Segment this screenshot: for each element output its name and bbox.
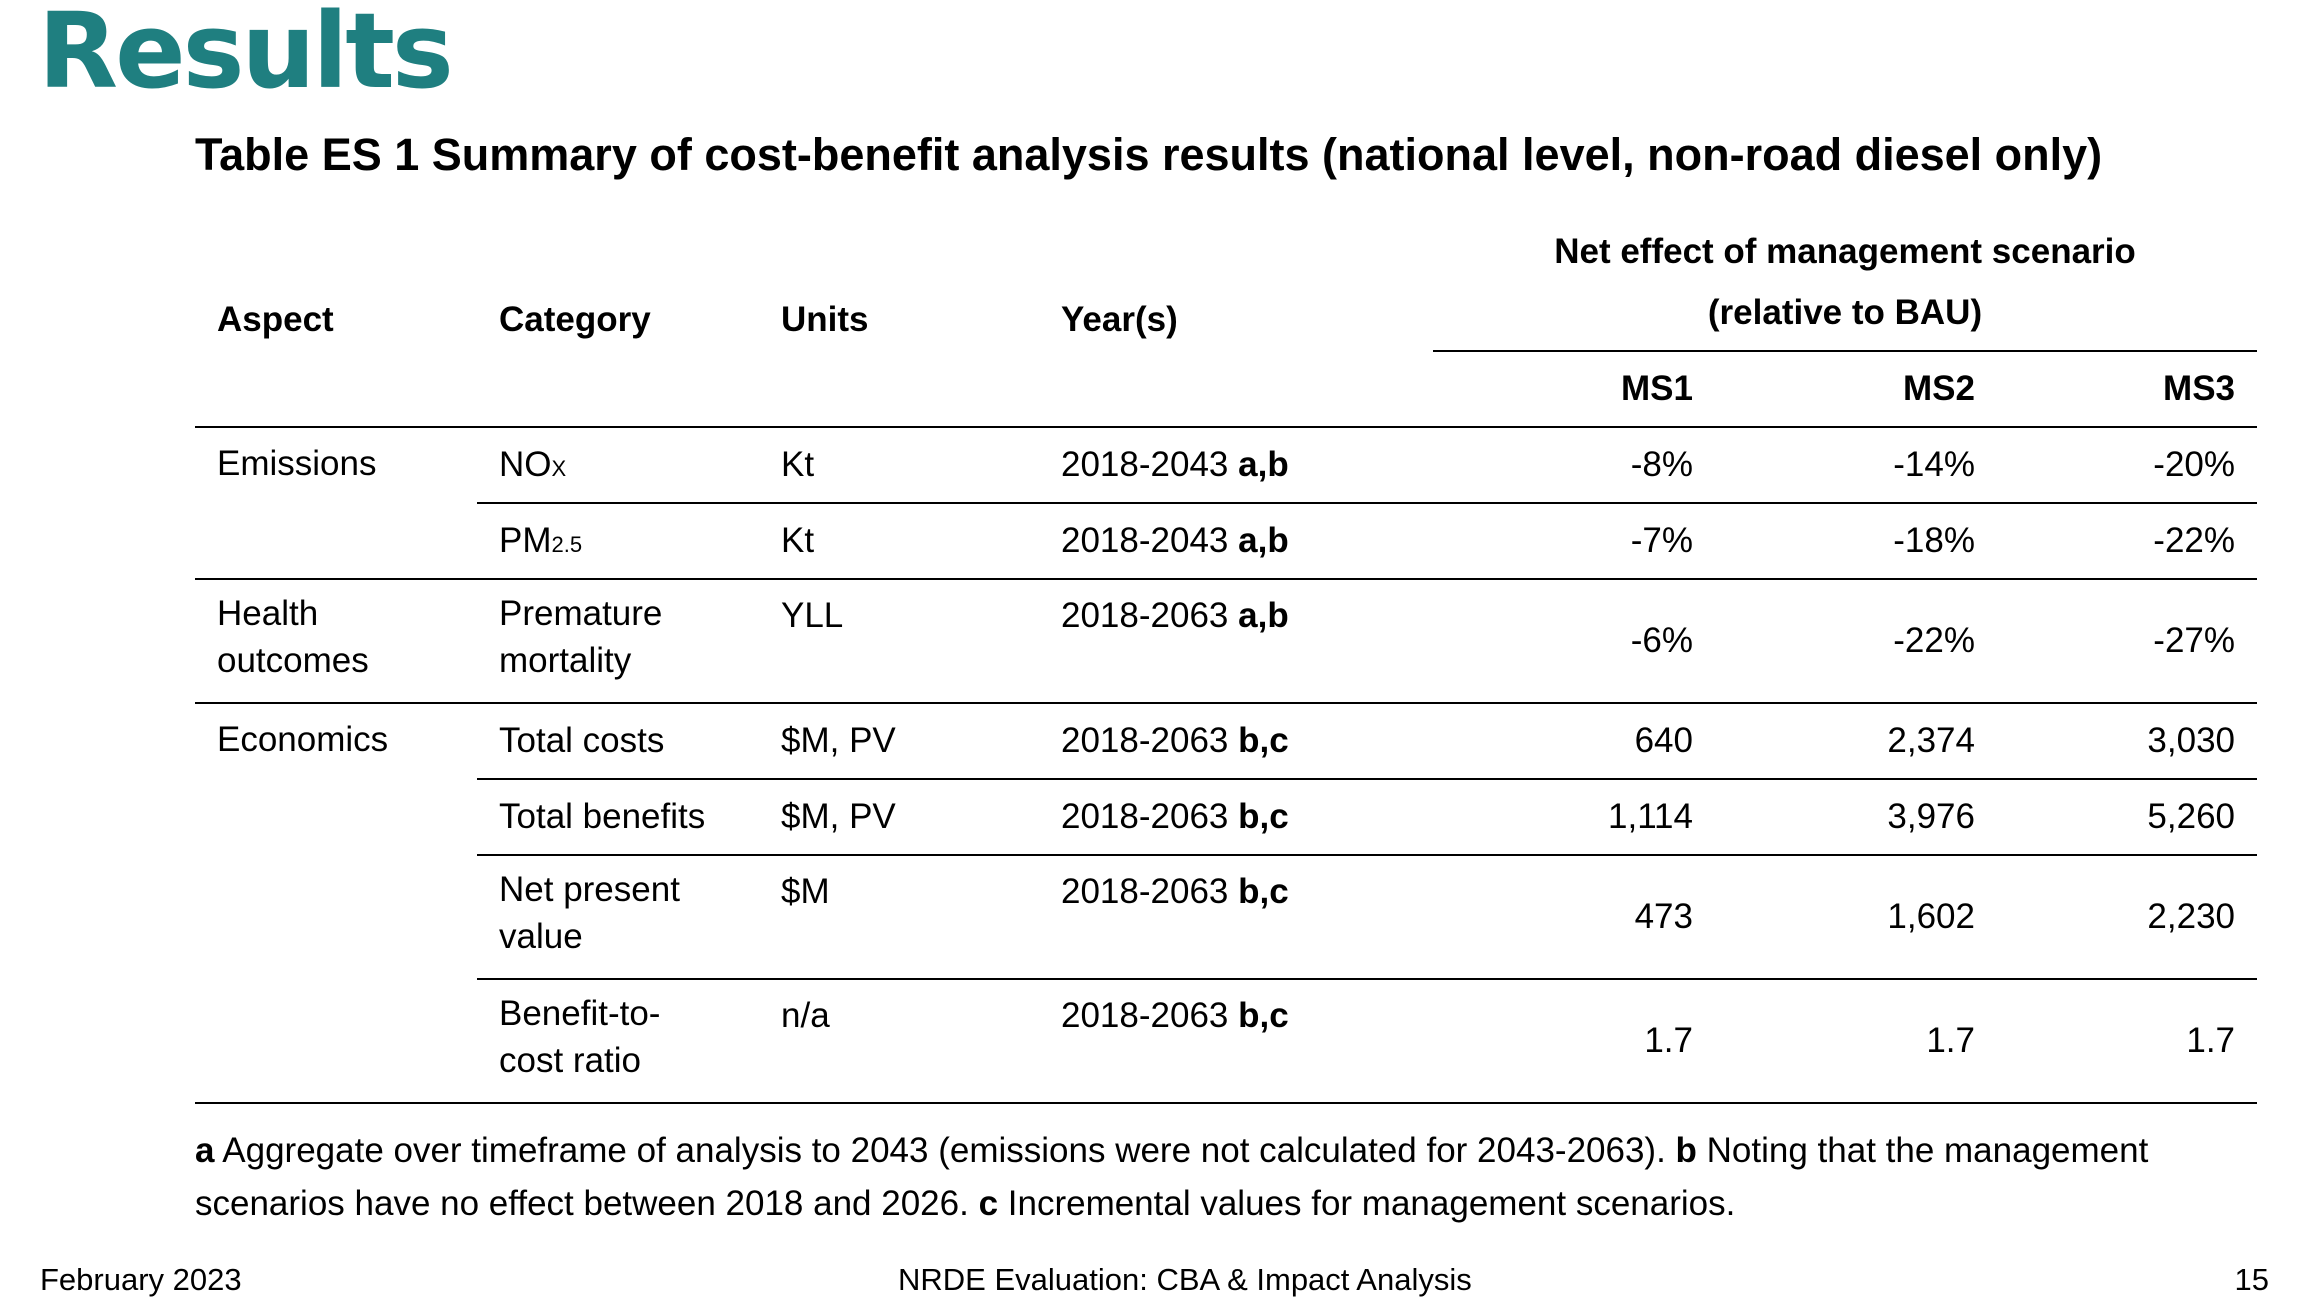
years-cell: 2018-2043 a,b bbox=[1039, 503, 1433, 580]
header-ms3: MS3 bbox=[1997, 351, 2258, 428]
ms1-value: 640 bbox=[1433, 703, 1715, 780]
ms1-value: -8% bbox=[1433, 427, 1715, 504]
ms1-value: 1.7 bbox=[1433, 979, 1715, 1104]
footnote-a-text: Aggregate over timeframe of analysis to … bbox=[214, 1131, 1676, 1170]
table-caption: Table ES 1 Summary of cost-benefit analy… bbox=[195, 129, 2103, 180]
aspect-emissions: Emissions bbox=[195, 427, 477, 580]
category-net-present-value: Net present value bbox=[477, 855, 759, 980]
footer-title: NRDE Evaluation: CBA & Impact Analysis bbox=[898, 1262, 1472, 1297]
table-row: Benefit-to-cost ratio n/a 2018-2063 b,c … bbox=[195, 979, 2258, 1104]
slide-title: Results bbox=[38, 0, 454, 112]
category-total-costs: Total costs bbox=[477, 703, 759, 780]
ms3-value: -22% bbox=[1997, 503, 2258, 580]
category-nox: NOX bbox=[477, 427, 759, 504]
header-years: Year(s) bbox=[1039, 214, 1433, 428]
units-cell: YLL bbox=[759, 579, 1039, 704]
header-row-1: Aspect Category Units Year(s) Net effect… bbox=[195, 214, 2258, 428]
header-ms2: MS2 bbox=[1715, 351, 1997, 428]
units-cell: $M, PV bbox=[759, 779, 1039, 856]
units-cell: $M bbox=[759, 855, 1039, 980]
header-row-2: MS1 MS2 MS3 bbox=[195, 351, 2258, 428]
ms2-value: -22% bbox=[1715, 579, 1997, 704]
footer-page-number: 15 bbox=[2234, 1262, 2269, 1297]
ms1-value: 473 bbox=[1433, 855, 1715, 980]
footnote-b-text: Noting that the management scenarios hav… bbox=[195, 1131, 2149, 1223]
footnote-c-text: Incremental values for management scenar… bbox=[998, 1184, 1736, 1223]
years-cell: 2018-2063 b,c bbox=[1039, 703, 1433, 780]
years-cell: 2018-2063 b,c bbox=[1039, 779, 1433, 856]
ms2-value: 1.7 bbox=[1715, 979, 1997, 1104]
ms1-value: -6% bbox=[1433, 579, 1715, 704]
table-row: Emissions NOX Kt 2018-2043 a,b -8% -14% … bbox=[195, 427, 2258, 580]
years-cell: 2018-2063 b,c bbox=[1039, 855, 1433, 980]
footer-date: February 2023 bbox=[40, 1262, 242, 1297]
ms1-value: 1,114 bbox=[1433, 779, 1715, 856]
header-net-effect-line1: Net effect of management scenario bbox=[1554, 232, 2136, 271]
ms3-value: 5,260 bbox=[1997, 779, 2258, 856]
units-cell: Kt bbox=[759, 503, 1039, 580]
header-aspect: Aspect bbox=[195, 214, 477, 428]
footnote-b-marker: b bbox=[1675, 1131, 1697, 1170]
header-category: Category bbox=[477, 214, 759, 428]
table-row: PM2.5 Kt 2018-2043 a,b -7% -18% -22% bbox=[195, 503, 2258, 580]
ms3-value: -27% bbox=[1997, 579, 2258, 704]
header-net-effect: Net effect of management scenario (relat… bbox=[1433, 214, 2258, 352]
ms3-value: -20% bbox=[1997, 427, 2258, 504]
units-cell: Kt bbox=[759, 427, 1039, 504]
footnote-c-marker: c bbox=[978, 1184, 999, 1223]
category-premature-mortality: Premature mortality bbox=[477, 579, 759, 704]
results-table: Aspect Category Units Year(s) Net effect… bbox=[195, 214, 2258, 1104]
table-footnote: a Aggregate over timeframe of analysis t… bbox=[195, 1124, 2185, 1230]
years-cell: 2018-2063 a,b bbox=[1039, 579, 1433, 704]
ms2-value: 1,602 bbox=[1715, 855, 1997, 980]
years-cell: 2018-2043 a,b bbox=[1039, 427, 1433, 504]
ms1-value: -7% bbox=[1433, 503, 1715, 580]
aspect-economics: Economics bbox=[195, 703, 477, 1104]
header-ms1: MS1 bbox=[1433, 351, 1715, 428]
table-row: Economics Total costs $M, PV 2018-2063 b… bbox=[195, 703, 2258, 1104]
years-cell: 2018-2063 b,c bbox=[1039, 979, 1433, 1104]
results-table-container: Aspect Category Units Year(s) Net effect… bbox=[195, 214, 2258, 1104]
table-row: Total benefits $M, PV 2018-2063 b,c 1,11… bbox=[195, 779, 2258, 856]
footnote-a-marker: a bbox=[195, 1131, 215, 1170]
ms3-value: 3,030 bbox=[1997, 703, 2258, 780]
ms2-value: 3,976 bbox=[1715, 779, 1997, 856]
ms2-value: 2,374 bbox=[1715, 703, 1997, 780]
ms3-value: 1.7 bbox=[1997, 979, 2258, 1104]
ms2-value: -14% bbox=[1715, 427, 1997, 504]
category-benefit-to-cost-ratio: Benefit-to-cost ratio bbox=[477, 979, 759, 1104]
units-cell: n/a bbox=[759, 979, 1039, 1104]
header-net-effect-line2: (relative to BAU) bbox=[1707, 293, 1983, 332]
aspect-health-outcomes: Health outcomes bbox=[195, 579, 477, 704]
units-cell: $M, PV bbox=[759, 703, 1039, 780]
ms2-value: -18% bbox=[1715, 503, 1997, 580]
category-pm25: PM2.5 bbox=[477, 503, 759, 580]
table-row: Net present value $M 2018-2063 b,c 473 1,… bbox=[195, 855, 2258, 980]
ms3-value: 2,230 bbox=[1997, 855, 2258, 980]
category-total-benefits: Total benefits bbox=[477, 779, 759, 856]
header-units: Units bbox=[759, 214, 1039, 428]
table-row: Health outcomes Premature mortality YLL 20… bbox=[195, 579, 2258, 704]
